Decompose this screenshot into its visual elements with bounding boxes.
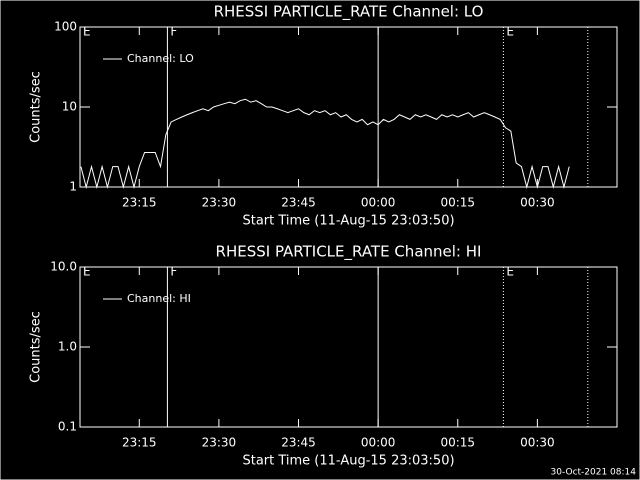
series-line: [80, 98, 570, 189]
x-tick-label: 23:15: [122, 196, 157, 210]
flag-label: E: [506, 25, 514, 39]
flag-label: F: [170, 265, 177, 279]
y-tick-label: 0.1: [58, 420, 77, 434]
chart-title: RHESSI PARTICLE_RATE Channel: LO: [214, 3, 484, 22]
y-tick-label: 100: [54, 20, 77, 34]
x-tick-label: 23:15: [122, 436, 157, 450]
x-tick-label: 23:45: [281, 436, 316, 450]
x-tick-label: 23:45: [281, 196, 316, 210]
flag-label: E: [83, 25, 91, 39]
x-tick-label: 00:00: [361, 436, 396, 450]
legend-label: Channel: LO: [127, 52, 194, 65]
y-tick-label: 1.0: [58, 340, 77, 354]
legend-label: Channel: HI: [127, 292, 191, 305]
x-tick-label: 00:15: [440, 436, 475, 450]
x-tick-label: 23:30: [202, 436, 237, 450]
y-tick-label: 10.0: [50, 260, 77, 274]
x-axis-label: Start Time (11-Aug-15 23:03:50): [242, 454, 454, 469]
y-axis-label: Counts/sec: [29, 71, 44, 143]
y-axis-label: Counts/sec: [29, 311, 44, 383]
x-tick-label: 00:30: [520, 196, 555, 210]
y-tick-label: 1: [69, 180, 77, 194]
x-tick-label: 23:30: [202, 196, 237, 210]
flag-label: E: [83, 265, 91, 279]
x-axis-label: Start Time (11-Aug-15 23:03:50): [242, 214, 454, 229]
flag-label: E: [506, 265, 514, 279]
x-tick-label: 00:00: [361, 196, 396, 210]
chart-title: RHESSI PARTICLE_RATE Channel: HI: [216, 243, 482, 262]
x-tick-label: 00:30: [520, 436, 555, 450]
flag-label: F: [170, 25, 177, 39]
footer: 30-Oct-2021 08:14: [551, 468, 637, 478]
y-tick-label: 10: [62, 100, 77, 114]
x-tick-label: 00:15: [440, 196, 475, 210]
